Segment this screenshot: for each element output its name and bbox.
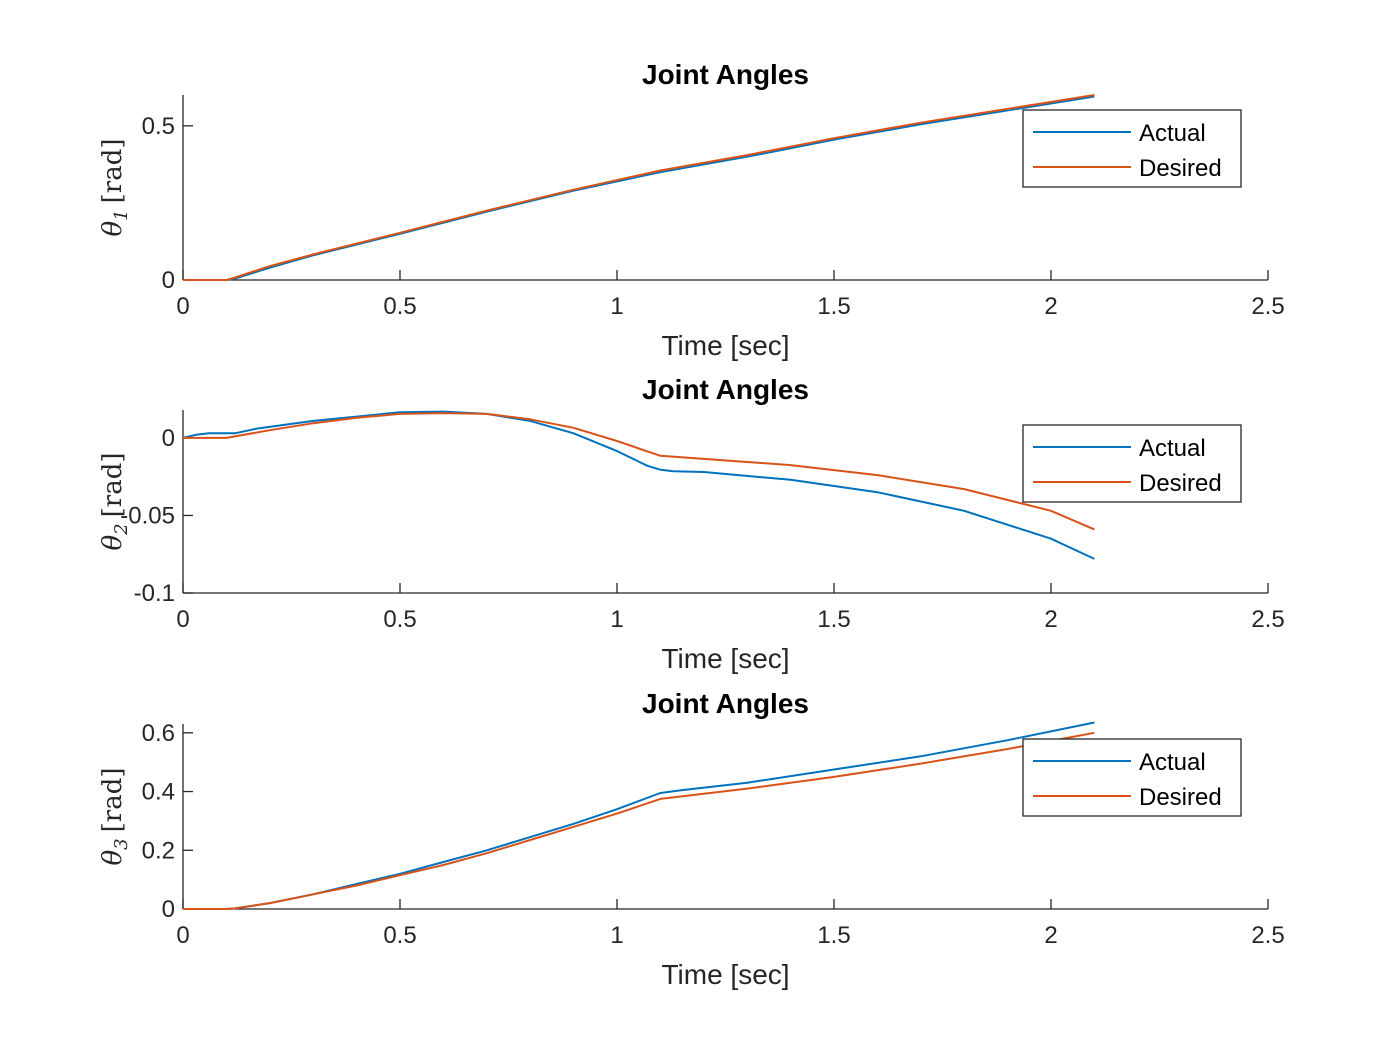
y-label-unit: [rad] bbox=[98, 768, 128, 833]
y-tick-label: 0 bbox=[162, 425, 175, 452]
y-axis-label: θ2 [rad] bbox=[98, 453, 132, 551]
series-line-desired bbox=[183, 731, 1095, 910]
x-axis-label: Time [sec] bbox=[661, 959, 789, 990]
legend-label-desired: Desired bbox=[1139, 470, 1222, 497]
y-tick-label: 0.6 bbox=[142, 720, 175, 747]
x-tick-label: 1.5 bbox=[817, 606, 850, 633]
y-tick-label: 0 bbox=[162, 896, 175, 923]
legend-label-actual: Actual bbox=[1139, 120, 1206, 147]
chart-title: Joint Angles bbox=[642, 374, 809, 405]
chart-title: Joint Angles bbox=[642, 59, 809, 90]
y-axis-label: θ3 [rad] bbox=[98, 768, 132, 866]
series-line-desired bbox=[183, 412, 1095, 531]
x-tick-label: 1 bbox=[610, 606, 623, 633]
x-tick-label: 1 bbox=[610, 293, 623, 320]
y-axis-label: θ1 [rad] bbox=[98, 139, 132, 237]
x-tick-label: 2.5 bbox=[1251, 922, 1284, 949]
series-line-actual bbox=[182, 410, 1095, 560]
x-tick-label: 0 bbox=[176, 606, 189, 633]
x-tick-label: 0 bbox=[176, 922, 189, 949]
series-line-desired bbox=[183, 94, 1095, 281]
y-tick-label: 0.2 bbox=[142, 837, 175, 864]
y-tick-label: -0.1 bbox=[134, 580, 175, 607]
y-label-symbol: θ bbox=[98, 534, 128, 550]
x-tick-label: 0.5 bbox=[383, 606, 416, 633]
legend-label-actual: Actual bbox=[1139, 749, 1206, 776]
legend-box bbox=[1022, 109, 1242, 188]
x-tick-label: 2.5 bbox=[1251, 293, 1284, 320]
legend-box bbox=[1022, 424, 1242, 503]
chart-title: Joint Angles bbox=[642, 688, 809, 719]
x-tick-label: 2.5 bbox=[1251, 606, 1284, 633]
y-tick-label: 0.4 bbox=[142, 779, 175, 806]
x-tick-label: 1.5 bbox=[817, 922, 850, 949]
chart-panel-3: Joint Angles 0 0.5 1 1.5 2 2.5 0 0.2 0.4 0.6 Time [… bbox=[98, 688, 1285, 990]
legend-label-desired: Desired bbox=[1139, 784, 1222, 811]
x-axis-label: Time [sec] bbox=[661, 643, 789, 674]
y-label-symbol: θ bbox=[98, 849, 128, 865]
x-tick-label: 1.5 bbox=[817, 293, 850, 320]
y-label-subscript: 2 bbox=[111, 523, 132, 535]
chart-panel-2: Joint Angles 0 0.5 1 1.5 2 2.5 -0.1 -0.05 0 Time [… bbox=[98, 374, 1285, 674]
y-label-unit: [rad] bbox=[98, 453, 128, 518]
y-tick-label: 0 bbox=[162, 267, 175, 294]
legend: Actual Desired bbox=[1022, 109, 1242, 188]
series-line-actual bbox=[183, 721, 1095, 910]
legend: Actual Desired bbox=[1022, 738, 1242, 817]
x-tick-label: 0.5 bbox=[383, 922, 416, 949]
legend-box bbox=[1022, 738, 1242, 817]
legend-label-actual: Actual bbox=[1139, 435, 1206, 462]
y-label-subscript: 3 bbox=[111, 838, 132, 849]
x-axis-label: Time [sec] bbox=[661, 330, 789, 361]
legend-label-desired: Desired bbox=[1139, 155, 1222, 182]
x-tick-label: 2 bbox=[1044, 293, 1057, 320]
x-tick-label: 0.5 bbox=[383, 293, 416, 320]
y-label-symbol: θ bbox=[98, 220, 128, 236]
x-tick-label: 1 bbox=[610, 922, 623, 949]
legend: Actual Desired bbox=[1022, 424, 1242, 503]
y-tick-label: 0.5 bbox=[142, 113, 175, 140]
y-label-unit: [rad] bbox=[98, 139, 128, 204]
y-tick-label: -0.05 bbox=[120, 502, 175, 529]
x-tick-label: 0 bbox=[176, 293, 189, 320]
x-tick-label: 2 bbox=[1044, 922, 1057, 949]
y-label-subscript: 1 bbox=[111, 209, 132, 220]
x-tick-label: 2 bbox=[1044, 606, 1057, 633]
